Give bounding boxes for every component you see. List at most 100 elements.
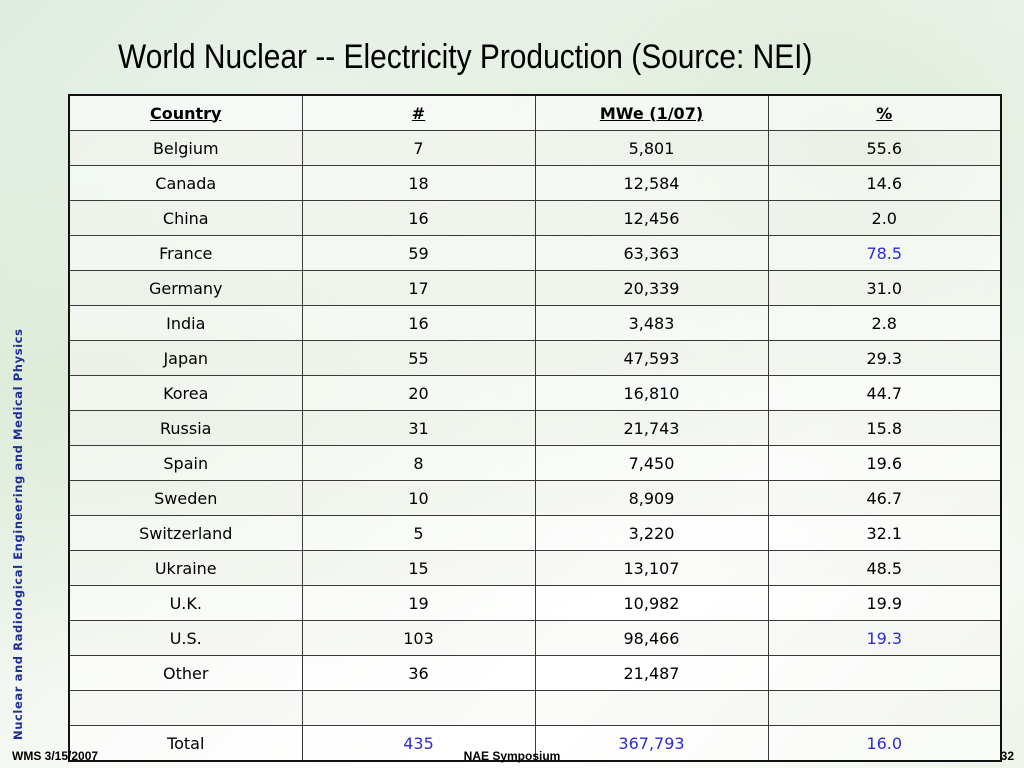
cell-country: Russia — [68, 410, 303, 446]
cell-percent: 2.8 — [767, 305, 1002, 341]
cell-country: U.K. — [68, 585, 303, 621]
table-row: Spain 8 7,450 19.6 — [68, 445, 1002, 481]
cell-count: 10 — [301, 480, 536, 516]
cell-mwe: 21,487 — [534, 655, 769, 691]
table-row: Germany 17 20,339 31.0 — [68, 270, 1002, 306]
table-row: Ukraine 15 13,107 48.5 — [68, 550, 1002, 586]
cell-mwe: 98,466 — [534, 620, 769, 656]
side-caption: Nuclear and Radiological Engineering and… — [11, 328, 25, 740]
nuclear-production-table: Country # MWe (1/07) % Belgium 7 5,801 5… — [68, 94, 1002, 762]
cell-count — [301, 690, 536, 726]
cell-total-count: 435 — [301, 725, 536, 762]
cell-mwe: 47,593 — [534, 340, 769, 376]
table-row: U.S. 103 98,466 19.3 — [68, 620, 1002, 656]
cell-count: 36 — [301, 655, 536, 691]
cell-percent: 31.0 — [767, 270, 1002, 306]
cell-total-percent: 16.0 — [767, 725, 1002, 762]
header-country: Country — [68, 94, 303, 131]
cell-country: Japan — [68, 340, 303, 376]
cell-mwe: 20,339 — [534, 270, 769, 306]
cell-percent: 2.0 — [767, 200, 1002, 236]
table-row: Switzerland 5 3,220 32.1 — [68, 515, 1002, 551]
cell-country: Korea — [68, 375, 303, 411]
cell-country: Belgium — [68, 130, 303, 166]
cell-count: 16 — [301, 200, 536, 236]
table-row: Other 36 21,487 — [68, 655, 1002, 691]
table-row-empty — [68, 690, 1002, 726]
table-header-row: Country # MWe (1/07) % — [68, 94, 1002, 131]
cell-country: China — [68, 200, 303, 236]
data-table-container: Country # MWe (1/07) % Belgium 7 5,801 5… — [68, 94, 1002, 762]
cell-percent: 55.6 — [767, 130, 1002, 166]
cell-mwe: 7,450 — [534, 445, 769, 481]
cell-country: Switzerland — [68, 515, 303, 551]
slide-number: 32 — [1000, 749, 1014, 763]
cell-count: 15 — [301, 550, 536, 586]
table-row: Japan 55 47,593 29.3 — [68, 340, 1002, 376]
cell-country: Canada — [68, 165, 303, 201]
cell-country: France — [68, 235, 303, 271]
table-row: Canada 18 12,584 14.6 — [68, 165, 1002, 201]
cell-country: India — [68, 305, 303, 341]
cell-country: Sweden — [68, 480, 303, 516]
cell-total-label: Total — [68, 725, 303, 762]
cell-country: Spain — [68, 445, 303, 481]
cell-mwe: 13,107 — [534, 550, 769, 586]
header-mwe: MWe (1/07) — [534, 94, 769, 131]
table-row: U.K. 19 10,982 19.9 — [68, 585, 1002, 621]
cell-mwe: 5,801 — [534, 130, 769, 166]
cell-count: 5 — [301, 515, 536, 551]
footer-left-text: WMS 3/15/2007 — [12, 749, 99, 763]
cell-mwe: 3,220 — [534, 515, 769, 551]
footer-center-text: NAE Symposium — [463, 749, 561, 763]
cell-mwe: 21,743 — [534, 410, 769, 446]
cell-total-mwe: 367,793 — [534, 725, 769, 762]
cell-count: 7 — [301, 130, 536, 166]
cell-percent — [767, 690, 1002, 726]
table-row: France 59 63,363 78.5 — [68, 235, 1002, 271]
cell-mwe: 12,456 — [534, 200, 769, 236]
cell-count: 18 — [301, 165, 536, 201]
cell-country: U.S. — [68, 620, 303, 656]
cell-count: 16 — [301, 305, 536, 341]
cell-percent — [767, 655, 1002, 691]
cell-country: Germany — [68, 270, 303, 306]
cell-mwe: 12,584 — [534, 165, 769, 201]
cell-percent: 32.1 — [767, 515, 1002, 551]
cell-percent-highlight: 78.5 — [767, 235, 1002, 271]
cell-percent: 19.6 — [767, 445, 1002, 481]
slide-title: World Nuclear -- Electricity Production … — [118, 38, 813, 76]
table-row: Russia 31 21,743 15.8 — [68, 410, 1002, 446]
cell-mwe: 3,483 — [534, 305, 769, 341]
cell-percent: 19.9 — [767, 585, 1002, 621]
cell-count: 31 — [301, 410, 536, 446]
cell-mwe: 63,363 — [534, 235, 769, 271]
cell-country: Ukraine — [68, 550, 303, 586]
cell-percent: 15.8 — [767, 410, 1002, 446]
cell-percent: 44.7 — [767, 375, 1002, 411]
cell-count: 55 — [301, 340, 536, 376]
cell-mwe — [534, 690, 769, 726]
cell-count: 103 — [301, 620, 536, 656]
cell-mwe: 10,982 — [534, 585, 769, 621]
table-row: Belgium 7 5,801 55.6 — [68, 130, 1002, 166]
cell-country — [68, 690, 303, 726]
cell-country: Other — [68, 655, 303, 691]
cell-mwe: 16,810 — [534, 375, 769, 411]
cell-percent: 48.5 — [767, 550, 1002, 586]
cell-percent-highlight: 19.3 — [767, 620, 1002, 656]
header-percent: % — [767, 94, 1002, 131]
table-row: Korea 20 16,810 44.7 — [68, 375, 1002, 411]
cell-count: 17 — [301, 270, 536, 306]
cell-percent: 46.7 — [767, 480, 1002, 516]
table-row: China 16 12,456 2.0 — [68, 200, 1002, 236]
cell-mwe: 8,909 — [534, 480, 769, 516]
cell-count: 59 — [301, 235, 536, 271]
table-row-total: Total 435 367,793 16.0 — [68, 725, 1002, 762]
table-row: India 16 3,483 2.8 — [68, 305, 1002, 341]
cell-percent: 29.3 — [767, 340, 1002, 376]
cell-count: 20 — [301, 375, 536, 411]
cell-count: 8 — [301, 445, 536, 481]
cell-percent: 14.6 — [767, 165, 1002, 201]
header-count: # — [301, 94, 536, 131]
